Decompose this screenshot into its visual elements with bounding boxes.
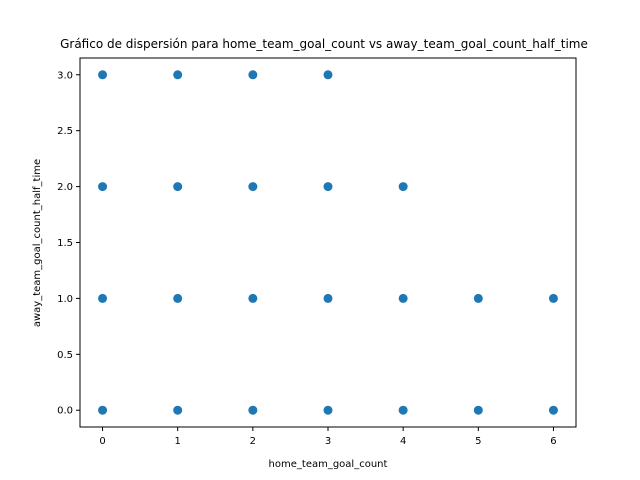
scatter-point: [323, 182, 333, 192]
x-tick-label: 4: [400, 436, 406, 447]
scatter-point: [398, 293, 408, 303]
scatter-point: [173, 182, 183, 192]
scatter-point: [473, 405, 483, 415]
chart-title: Gráfico de dispersión para home_team_goa…: [60, 37, 588, 51]
scatter-point: [473, 293, 483, 303]
x-tick-label: 1: [175, 436, 181, 447]
y-axis-label: away_team_goal_count_half_time: [32, 159, 43, 327]
scatter-point: [548, 405, 558, 415]
y-tick-label: 2.0: [57, 182, 73, 193]
x-tick-label: 5: [475, 436, 481, 447]
scatter-point: [323, 405, 333, 415]
x-tick-label: 6: [550, 436, 556, 447]
scatter-point: [98, 405, 108, 415]
scatter-point: [323, 293, 333, 303]
points-layer: [98, 70, 558, 415]
x-tick-label: 3: [325, 436, 331, 447]
scatter-point: [248, 293, 258, 303]
y-tick-label: 2.5: [57, 126, 73, 137]
scatter-point: [98, 182, 108, 192]
y-tick-label: 1.0: [57, 294, 73, 305]
scatter-point: [398, 182, 408, 192]
scatter-point: [173, 70, 183, 80]
scatter-point: [548, 293, 558, 303]
x-tick-label: 0: [99, 436, 105, 447]
scatter-point: [98, 70, 108, 80]
y-tick-label: 1.5: [57, 238, 73, 249]
scatter-point: [173, 405, 183, 415]
scatter-point: [248, 70, 258, 80]
scatter-point: [398, 405, 408, 415]
y-tick-label: 0.5: [57, 350, 73, 361]
scatter-point: [98, 293, 108, 303]
scatter-point: [248, 405, 258, 415]
x-tick-label: 2: [250, 436, 256, 447]
x-axis-ticks: 0 1 2 3 4 5 6: [99, 427, 557, 447]
scatter-point: [323, 70, 333, 80]
y-tick-label: 3.0: [57, 70, 73, 81]
y-axis-ticks: 0.0 0.5 1.0 1.5 2.0 2.5 3.0: [57, 70, 80, 417]
x-axis-label: home_team_goal_count: [269, 459, 388, 470]
scatter-point: [248, 182, 258, 192]
scatter-point: [173, 293, 183, 303]
y-tick-label: 0.0: [57, 406, 73, 417]
